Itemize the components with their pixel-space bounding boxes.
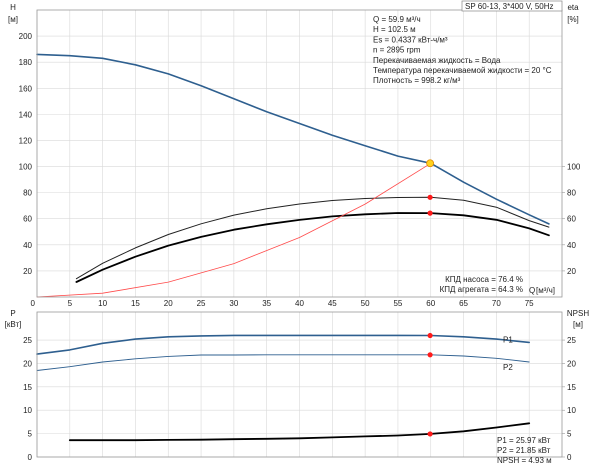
y-right-tick-label: 15 — [567, 383, 576, 392]
series-layer — [36, 53, 550, 442]
y-right-tick-label: 25 — [567, 336, 576, 345]
operating-info-line: Плотность = 998.2 кг/м³ — [373, 76, 461, 85]
y-right-tick-label: 10 — [567, 406, 576, 415]
operating-point — [427, 210, 433, 216]
x-tick-label: 65 — [459, 299, 468, 308]
y-left-axis-unit: [м] — [8, 15, 18, 24]
operating-point — [427, 194, 433, 200]
efficiency-label: КПД насоса = 76.4 % — [445, 275, 523, 284]
x-axis-unit: [м³/ч] — [536, 286, 555, 295]
series-line-p1 — [36, 334, 531, 355]
y-right-axis-label: eta — [567, 3, 579, 12]
operating-info-line: Q = 59.9 м³/ч — [373, 15, 421, 24]
y-left-axis-label: H — [10, 3, 16, 12]
efficiency-label: КПД агрегата = 64.3 % — [440, 285, 523, 294]
power-value-label: P2 = 21.85 кВт — [497, 446, 551, 455]
y-right-tick-label: 80 — [567, 189, 576, 198]
operating-point — [427, 352, 433, 358]
x-tick-label: 35 — [262, 299, 271, 308]
y-left-tick-label: 25 — [23, 336, 32, 345]
y-left-tick-label: 0 — [28, 453, 33, 462]
series-line-p2 — [36, 354, 530, 371]
x-tick-label: 15 — [131, 299, 140, 308]
y-right-tick-label: 100 — [567, 163, 581, 172]
pump-model-title: SP 60-13, 3*400 V, 50Hz — [465, 2, 554, 11]
operating-point — [427, 431, 433, 437]
operating-info-line: n = 2895 rpm — [373, 46, 421, 55]
y-right-axis-unit: [%] — [567, 15, 579, 24]
power-value-label: P1 = 25.97 кВт — [497, 436, 551, 445]
y-left-tick-label: 40 — [23, 241, 32, 250]
y-left-tick-label: 10 — [23, 406, 32, 415]
y-left-tick-label: 140 — [19, 110, 33, 119]
y-right-tick-label: 20 — [567, 267, 576, 276]
x-tick-label: 70 — [492, 299, 501, 308]
y-left-tick-label: 100 — [19, 163, 33, 172]
y-left-tick-label: 60 — [23, 215, 32, 224]
grid-layer — [36, 10, 562, 458]
title-box — [461, 0, 563, 12]
x-tick-label: 40 — [295, 299, 304, 308]
series-line-eta-unit — [75, 212, 550, 283]
series-line-system — [36, 162, 432, 298]
power-value-label: NPSH = 4.93 м — [497, 456, 552, 465]
series-name-label: P1 — [503, 335, 513, 344]
series-line-head — [36, 53, 550, 225]
series-line-eta-pump — [75, 196, 550, 280]
x-tick-label: 5 — [68, 299, 73, 308]
operating-point — [426, 159, 434, 168]
x-axis-label: Q — [529, 286, 535, 295]
axes-layer — [36, 0, 565, 458]
y-left-tick-label: 15 — [23, 383, 32, 392]
y-right-tick-label: 0 — [567, 453, 572, 462]
y-left-tick-label: 200 — [19, 32, 33, 41]
x-tick-label: 75 — [525, 299, 534, 308]
series-line-npsh — [68, 422, 531, 442]
operating-info-line: H = 102.5 м — [373, 25, 416, 34]
power-axis-label: P — [10, 309, 15, 318]
operating-info-line: Es = 0.4337 кВт-ч/м³ — [373, 35, 448, 44]
y-right-tick-label: 20 — [567, 359, 576, 368]
y-right-tick-label: 40 — [567, 241, 576, 250]
y-left-tick-label: 5 — [28, 430, 33, 439]
y-left-tick-label: 20 — [23, 359, 32, 368]
plot-frame — [36, 9, 563, 298]
plot-frame — [36, 311, 563, 458]
operating-info-line: Температура перекачиваемой жидкости = 20… — [373, 66, 552, 75]
x-tick-label: 45 — [328, 299, 337, 308]
x-tick-label: 60 — [426, 299, 435, 308]
x-tick-label: 50 — [361, 299, 370, 308]
series-name-label: P2 — [503, 363, 513, 372]
y-right-tick-label: 5 — [567, 430, 572, 439]
npsh-axis-unit: [м] — [573, 320, 583, 329]
y-left-tick-label: 160 — [19, 84, 33, 93]
text-layer: 5 10 15 20 25 30 35 40 45 50 55 60 65 70 7502040608010… — [5, 2, 590, 465]
x-tick-label: 55 — [393, 299, 402, 308]
y-left-tick-label: 20 — [23, 267, 32, 276]
y-right-tick-label: 60 — [567, 215, 576, 224]
y-left-tick-label: 180 — [19, 58, 33, 67]
y-left-tick-label: 80 — [23, 189, 32, 198]
x-tick-label: 0 — [31, 299, 36, 308]
x-tick-label: 10 — [98, 299, 107, 308]
y-left-tick-label: 120 — [19, 136, 33, 145]
x-tick-label: 25 — [197, 299, 206, 308]
operating-point — [427, 332, 433, 339]
npsh-axis-label: NPSH — [567, 309, 589, 318]
operating-info-line: Перекачиваемая жидкость = Вода — [373, 56, 501, 65]
x-tick-label: 30 — [229, 299, 238, 308]
x-tick-label: 20 — [164, 299, 173, 308]
power-axis-unit: [кВт] — [5, 320, 22, 329]
